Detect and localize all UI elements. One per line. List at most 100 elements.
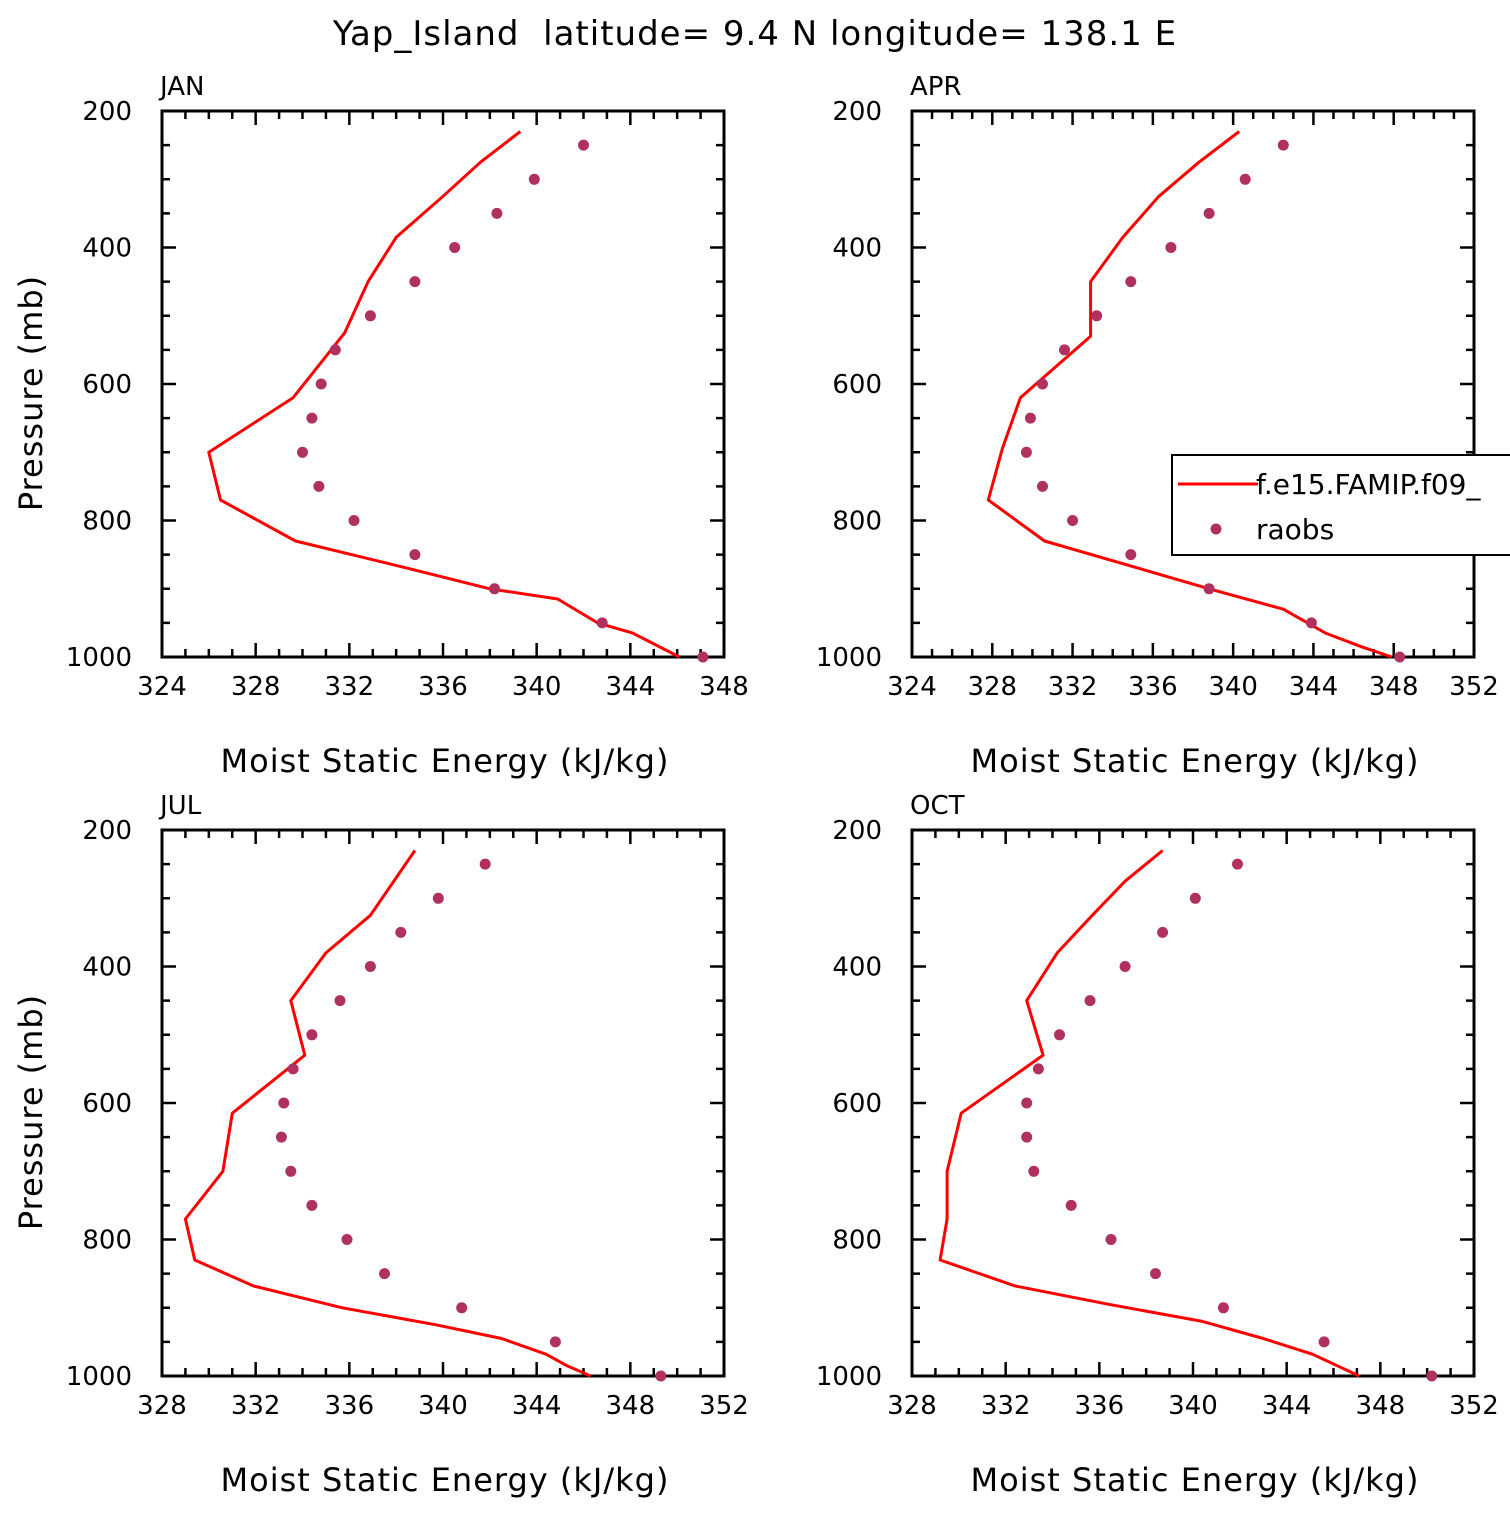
- raobs-point: [306, 412, 318, 424]
- y-tick-label: 800: [832, 507, 882, 537]
- raobs-point: [1054, 1029, 1065, 1041]
- raobs-point: [489, 583, 500, 595]
- x-tick-label: 336: [1075, 1391, 1125, 1421]
- raobs-point: [287, 1063, 299, 1075]
- raobs-point: [655, 1370, 667, 1382]
- raobs-point: [329, 344, 341, 356]
- x-tick-label: 352: [1449, 672, 1499, 702]
- y-tick-label: 600: [832, 370, 882, 400]
- x-tick-label: 340: [512, 672, 562, 702]
- x-tick-label: 344: [512, 1391, 562, 1421]
- x-tick-label: 332: [1048, 672, 1098, 702]
- x-tick-label: 340: [1208, 672, 1258, 702]
- raobs-point: [1119, 961, 1131, 972]
- legend: f.e15.FAMIP.f09_raobs: [1171, 454, 1510, 556]
- plot-frame: [910, 828, 1476, 1378]
- x-tick-label: 324: [887, 672, 937, 702]
- raobs-point: [315, 378, 327, 390]
- raobs-point: [334, 995, 346, 1007]
- raobs-point: [1021, 1097, 1033, 1109]
- x-tick-label: 344: [1262, 1391, 1312, 1421]
- raobs-point: [549, 1336, 561, 1348]
- model-profile-line: [986, 130, 1393, 659]
- raobs-point: [306, 1029, 318, 1041]
- y-tick-label: 800: [832, 1226, 882, 1256]
- panel-oct: OCT 328 332 336 340 344 348 352 200 400 600 800 1000…: [816, 791, 1499, 1499]
- raobs-point: [491, 207, 503, 219]
- raobs-point: [1084, 995, 1096, 1007]
- x-tick-label: 336: [418, 672, 468, 702]
- raobs-point: [409, 549, 421, 561]
- raobs-point: [528, 173, 540, 185]
- raobs-point: [697, 651, 709, 663]
- figure-title: Yap_Island latitude= 9.4 N longitude= 13…: [332, 14, 1177, 54]
- x-tick-label: 344: [606, 672, 656, 702]
- y-tick-label: 600: [832, 1089, 882, 1119]
- y-tick-label: 1000: [816, 643, 882, 673]
- raobs-point: [379, 1268, 390, 1280]
- plot-frame: [910, 109, 1476, 659]
- raobs-point: [364, 310, 376, 322]
- legend-entry-label: f.e15.FAMIP.f09_: [1256, 468, 1481, 501]
- raobs-point: [578, 139, 589, 151]
- raobs-point: [449, 242, 461, 253]
- raobs-point: [1028, 1165, 1040, 1177]
- panel-jan: JAN 324 328 332 336 340 344 348 200 400 600 800 1000…: [12, 72, 749, 780]
- y-tick-label: 600: [82, 370, 132, 400]
- x-tick-label: 332: [981, 1391, 1031, 1421]
- x-tick-label: 328: [231, 672, 281, 702]
- x-tick-label: 332: [325, 672, 375, 702]
- x-tick-label: 348: [1356, 1391, 1406, 1421]
- raobs-point: [1125, 549, 1137, 561]
- raobs-point: [364, 961, 376, 972]
- raobs-point: [1125, 276, 1137, 288]
- legend-entry-label: raobs: [1256, 513, 1334, 546]
- y-axis-label: Pressure (mb): [12, 994, 50, 1230]
- y-tick-label: 200: [82, 97, 132, 127]
- raobs-point: [1165, 242, 1177, 253]
- raobs-point: [1037, 480, 1048, 492]
- raobs-point: [285, 1165, 297, 1177]
- y-tick-label: 1000: [816, 1362, 882, 1392]
- x-tick-label: 328: [967, 672, 1017, 702]
- y-axis-label: Pressure (mb): [12, 275, 50, 511]
- x-axis-label: Moist Static Energy (kJ/kg): [971, 1461, 1420, 1499]
- y-tick-label: 1000: [66, 1362, 132, 1392]
- raobs-point: [409, 276, 421, 288]
- panel-label: OCT: [910, 791, 965, 821]
- raobs-point: [456, 1302, 468, 1314]
- panel-label: JAN: [158, 72, 204, 102]
- raobs-point: [1232, 858, 1243, 870]
- x-axis-label: Moist Static Energy (kJ/kg): [221, 742, 670, 780]
- raobs-point: [395, 926, 407, 938]
- raobs-point: [1067, 515, 1079, 526]
- panel-jul: JUL 328 332 336 340 344 348 352 200 400 600 800 1000…: [12, 791, 749, 1499]
- x-tick-label: 336: [325, 1391, 375, 1421]
- y-tick-label: 200: [832, 97, 882, 127]
- raobs-point: [1203, 207, 1215, 219]
- raobs-point: [278, 1097, 290, 1109]
- raobs-point: [297, 446, 308, 458]
- raobs-point: [1305, 617, 1317, 629]
- raobs-point: [341, 1234, 353, 1245]
- panel-label: APR: [910, 72, 962, 102]
- x-tick-label: 344: [1289, 672, 1339, 702]
- y-tick-label: 200: [82, 816, 132, 846]
- raobs-point: [1318, 1336, 1330, 1348]
- raobs-point: [306, 1199, 318, 1211]
- x-axis-label: Moist Static Energy (kJ/kg): [221, 1461, 670, 1499]
- y-tick-label: 400: [82, 234, 132, 264]
- x-tick-label: 336: [1128, 672, 1178, 702]
- raobs-point: [596, 617, 608, 629]
- x-tick-label: 340: [418, 1391, 468, 1421]
- model-profile-line: [183, 849, 592, 1378]
- y-tick-label: 600: [82, 1089, 132, 1119]
- y-tick-label: 800: [82, 507, 132, 537]
- raobs-point: [1091, 310, 1103, 322]
- y-tick-label: 400: [832, 953, 882, 983]
- legend-marker-swatch: [1210, 523, 1222, 535]
- x-tick-label: 348: [606, 1391, 656, 1421]
- y-tick-label: 400: [82, 953, 132, 983]
- panels: JAN 324 328 332 336 340 344 348 200 400 600 800 1000…: [12, 72, 1499, 1499]
